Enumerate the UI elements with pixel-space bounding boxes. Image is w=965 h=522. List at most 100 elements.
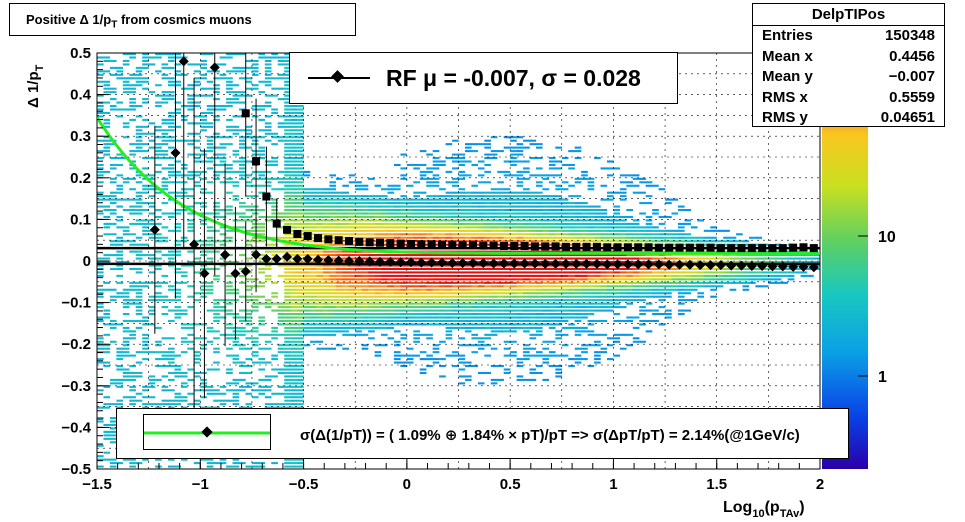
- heatmap-cell: [290, 215, 298, 219]
- heatmap-cell: [258, 174, 266, 177]
- heatmap-cell: [774, 250, 782, 253]
- heatmap-cell: [484, 205, 491, 208]
- heatmap-cell: [464, 274, 472, 277]
- heatmap-cell: [490, 212, 498, 215]
- heatmap-cell: [135, 212, 143, 215]
- heatmap-cell: [329, 181, 337, 184]
- heatmap-cell: [335, 202, 343, 205]
- heatmap-cell: [148, 264, 156, 267]
- heatmap-cell: [290, 403, 298, 406]
- heatmap-cell: [697, 281, 705, 284]
- heatmap-cell: [109, 177, 117, 180]
- heatmap-cell: [516, 181, 524, 184]
- heatmap-cell: [561, 257, 569, 260]
- heatmap-cell: [452, 222, 459, 225]
- heatmap-cell: [245, 215, 253, 219]
- heatmap-cell: [665, 215, 672, 219]
- heatmap-cell: [587, 295, 595, 298]
- heatmap-cell: [606, 236, 614, 239]
- heatmap-cell: [458, 281, 466, 284]
- heatmap-cell: [290, 105, 298, 108]
- heatmap-cell: [348, 198, 356, 201]
- heatmap-cell: [813, 257, 820, 260]
- heatmap-cell: [529, 240, 537, 243]
- heatmap-cell: [168, 406, 175, 409]
- heatmap-cell: [297, 385, 304, 388]
- heatmap-cell: [245, 406, 253, 409]
- heatmap-cell: [277, 122, 285, 125]
- heatmap-cell: [142, 77, 149, 80]
- heatmap-cell: [632, 326, 640, 329]
- sigma-point: [758, 244, 767, 253]
- heatmap-cell: [671, 233, 679, 236]
- heatmap-cell: [264, 202, 272, 205]
- heatmap-cell: [245, 219, 253, 222]
- heatmap-cell: [710, 267, 717, 271]
- heatmap-cell: [103, 170, 111, 173]
- heatmap-cell: [516, 313, 524, 316]
- heatmap-cell: [245, 240, 253, 243]
- heatmap-cell: [109, 198, 117, 201]
- heatmap-cell: [600, 229, 608, 232]
- heatmap-cell: [148, 91, 156, 94]
- heatmap-cell: [600, 236, 608, 239]
- heatmap-cell: [606, 174, 614, 177]
- heatmap-cell: [471, 351, 479, 354]
- heatmap-cell: [497, 209, 504, 212]
- heatmap-cell: [619, 174, 627, 177]
- heatmap-cell: [361, 285, 369, 288]
- heatmap-cell: [297, 344, 304, 347]
- heatmap-cell: [535, 271, 543, 274]
- heatmap-cell: [322, 278, 330, 281]
- heatmap-cell: [258, 392, 266, 395]
- heatmap-cell: [142, 316, 149, 319]
- heatmap-cell: [109, 195, 117, 198]
- heatmap-cell: [251, 219, 259, 222]
- heatmap-cell: [439, 271, 446, 274]
- heatmap-cell: [426, 278, 433, 281]
- heatmap-cell: [665, 313, 672, 316]
- heatmap-cell: [594, 212, 601, 215]
- heatmap-cell: [200, 406, 207, 409]
- heatmap-cell: [510, 157, 517, 160]
- heatmap-cell: [677, 309, 685, 312]
- heatmap-cell: [542, 219, 550, 222]
- heatmap-cell: [271, 309, 278, 312]
- mean-point: [375, 256, 386, 267]
- heatmap-cell: [568, 281, 575, 284]
- heatmap-cell: [510, 257, 517, 260]
- heatmap-cell: [665, 288, 672, 291]
- heatmap-cell: [142, 202, 149, 205]
- heatmap-cell: [155, 299, 162, 302]
- heatmap-cell: [697, 257, 705, 260]
- heatmap-cell: [284, 108, 291, 111]
- heatmap-cell: [290, 209, 298, 212]
- heatmap-cell: [135, 292, 143, 295]
- heatmap-cell: [109, 427, 117, 430]
- heatmap-cell: [645, 274, 653, 277]
- heatmap-cell: [561, 250, 569, 253]
- heatmap-cell: [348, 202, 356, 205]
- heatmap-cell: [361, 236, 369, 239]
- heatmap-cell: [97, 358, 104, 361]
- heatmap-cell: [393, 198, 401, 201]
- heatmap-cell: [329, 198, 337, 201]
- heatmap-cell: [555, 257, 562, 260]
- heatmap-cell: [245, 257, 253, 260]
- heatmap-cell: [213, 302, 220, 305]
- heatmap-cell: [561, 219, 569, 222]
- heatmap-cell: [574, 292, 582, 295]
- heatmap-cell: [97, 274, 104, 277]
- heatmap-cell: [548, 299, 556, 302]
- heatmap-cell: [432, 240, 440, 243]
- heatmap-cell: [516, 267, 524, 271]
- heatmap-cell: [251, 389, 259, 392]
- heatmap-cell: [232, 382, 240, 385]
- heatmap-cell: [303, 209, 311, 212]
- heatmap-cell: [232, 70, 240, 73]
- heatmap-cell: [187, 122, 195, 125]
- heatmap-cell: [471, 267, 479, 271]
- heatmap-cell: [406, 184, 414, 187]
- heatmap-cell: [748, 281, 756, 284]
- heatmap-cell: [200, 264, 207, 267]
